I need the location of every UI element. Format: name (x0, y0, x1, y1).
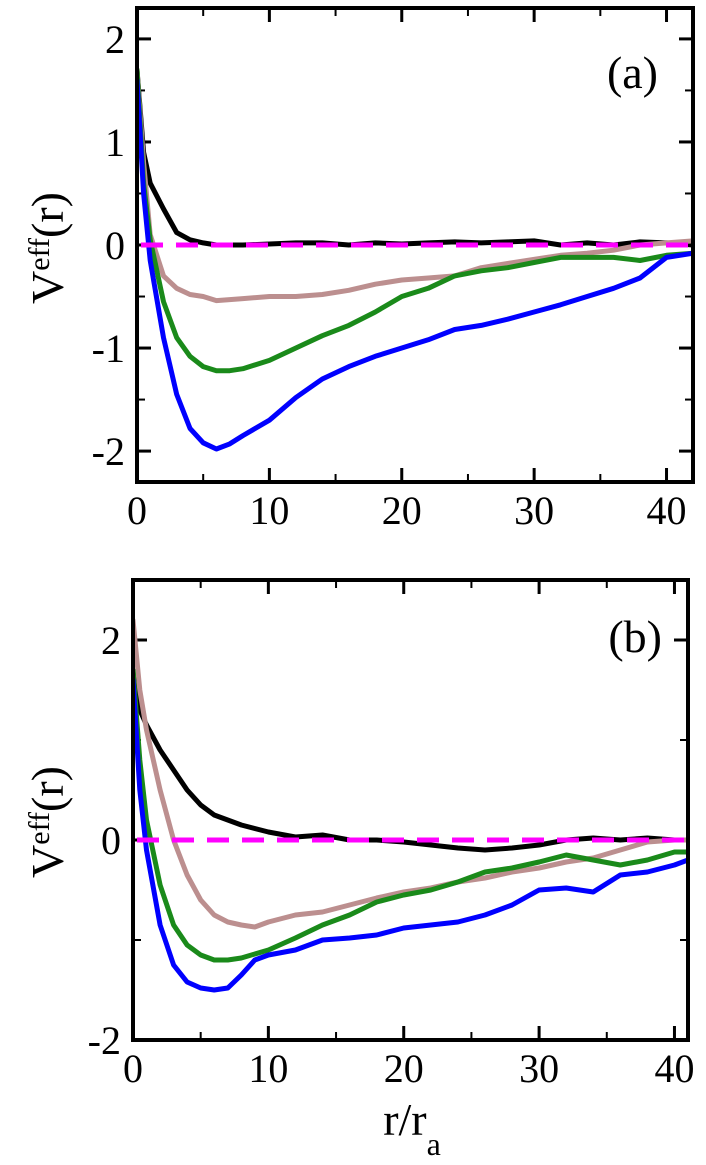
panel-a-label: (a) (607, 47, 658, 98)
panel-b-xtick-label: 10 (248, 1046, 288, 1091)
panel-a-series-blue (137, 77, 693, 452)
panel-a-series-green (137, 67, 693, 374)
panel-a-ytick-label: 0 (105, 223, 125, 268)
panel-b-label: (b) (608, 611, 662, 662)
panel-a-series (137, 67, 693, 452)
panel-a-series-rosybrown (137, 67, 693, 304)
panel-b-xlabel-sub: a (427, 1126, 441, 1162)
panel-a-ylabel-main: V (22, 271, 73, 304)
panel-b-ylabel-sup: eff (23, 812, 56, 845)
panel-a-ytick-label: -1 (92, 326, 125, 371)
panel-a-ytick-label: 2 (105, 17, 125, 62)
panel-b-ylabel: Veff(r) (22, 766, 73, 878)
panel-a-xtick-label: 40 (647, 488, 687, 533)
panel-b-ylabel-arg: (r) (22, 766, 73, 812)
panel-a-ytick-label: -2 (92, 429, 125, 474)
panel-b-series-rosybrown (133, 617, 688, 930)
panel-b-xtick-label: 30 (519, 1046, 559, 1091)
panel-a-ylabel-sup: eff (23, 238, 56, 271)
panel-b-series (133, 617, 688, 993)
panel-b-ticks (131, 580, 688, 1042)
panel-a-xtick-label: 0 (127, 488, 147, 533)
panel-a-xtick-label: 30 (514, 488, 554, 533)
panel-b-xtick-label: 0 (123, 1046, 143, 1091)
panel-a-xtick-label: 10 (249, 488, 289, 533)
panel-b-series-blue (133, 677, 688, 993)
panel-b-series-green (133, 667, 688, 963)
panel-b-ytick-label: -2 (88, 1018, 121, 1063)
panel-b-xlabel-main: r/r (383, 1094, 426, 1145)
panel-b-xtick-label: 40 (654, 1046, 694, 1091)
panel-b-ytick-label: 2 (101, 618, 121, 663)
panel-a-xtick-label: 20 (382, 488, 422, 533)
panel-a-ylabel: Veff(r) (22, 192, 73, 304)
panel-b-xlabel: r/ra (383, 1094, 441, 1162)
panel-b-series-black (133, 667, 688, 853)
panel-a-ytick-label: 1 (105, 120, 125, 165)
panel-a-ylabel-arg: (r) (22, 192, 73, 238)
panel-a-frame (135, 6, 695, 484)
panel-b-ylabel-main: V (22, 845, 73, 878)
panel-b-xtick-label: 20 (384, 1046, 424, 1091)
panel-b-ytick-label: 0 (101, 818, 121, 863)
panel-b-frame (131, 578, 690, 1042)
